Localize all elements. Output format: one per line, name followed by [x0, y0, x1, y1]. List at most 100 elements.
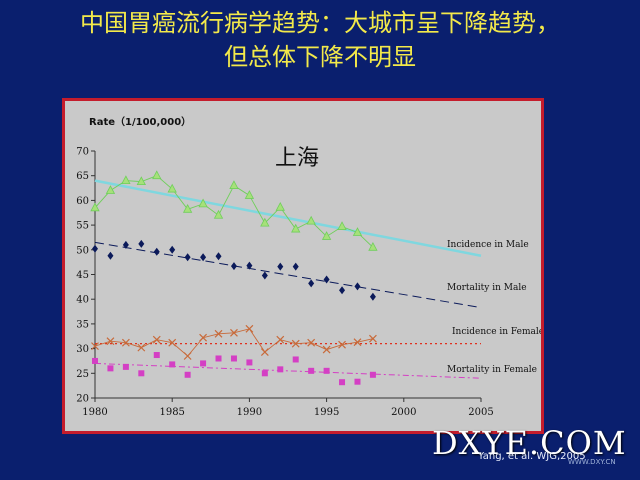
- mortality-in-female-point: [92, 357, 98, 364]
- mortality-in-male-point: [246, 261, 253, 270]
- mortality-in-male-point: [184, 253, 191, 262]
- y-tick-label: 40: [76, 295, 89, 306]
- mortality-in-female-point: [122, 363, 129, 370]
- mortality-in-female-point: [261, 370, 268, 377]
- y-axis-label: Rate（1/100,000）: [89, 115, 191, 128]
- incidence-in-female-point: [152, 335, 161, 344]
- y-tick-label: 60: [76, 196, 89, 207]
- incidence-in-female-point: [168, 338, 177, 347]
- mortality-in-female-point: [200, 360, 207, 367]
- mortality-in-female-point: [107, 365, 114, 372]
- mortality-in-male-point: [169, 245, 176, 254]
- incidence-in-female-point: [106, 337, 115, 346]
- mortality-in-male-point: [153, 247, 160, 256]
- y-tick-label: 50: [76, 245, 89, 256]
- incidence-in-female-legend-label: Incidence in Female: [452, 327, 541, 337]
- mortality-in-female-point: [323, 367, 330, 374]
- mortality-in-female-point: [369, 371, 376, 378]
- mortality-in-female-point: [246, 359, 253, 366]
- mortality-in-female-point: [215, 355, 222, 362]
- incidence-in-male-point: [368, 241, 378, 251]
- incidence-in-female-point: [338, 340, 346, 349]
- slide-title-line1: 中国胃癌流行病学趋势：大城市呈下降趋势，: [80, 9, 560, 37]
- incidence-in-male-point: [182, 203, 193, 213]
- mortality-in-female-point: [184, 371, 191, 378]
- citation: Yang, et al. WJG,2005: [478, 451, 586, 462]
- x-tick-label: 2000: [391, 407, 416, 418]
- incidence-in-male-point: [352, 227, 363, 236]
- mortality-in-female-point: [138, 370, 145, 377]
- incidence-in-female-point: [307, 338, 316, 347]
- x-tick-label: 1995: [314, 407, 339, 418]
- incidence-in-male-point: [275, 201, 285, 211]
- incidence-in-male-point: [136, 176, 146, 186]
- incidence-in-male-legend-label: Incidence in Male: [447, 240, 529, 250]
- mortality-in-female-point: [292, 356, 299, 363]
- x-tick-label: 1980: [82, 407, 107, 418]
- incidence-in-male-point: [105, 185, 116, 194]
- incidence-in-female-point: [183, 352, 192, 360]
- incidence-in-female-point: [230, 328, 238, 337]
- mortality-in-male-point: [230, 262, 237, 271]
- mortality-in-male-point: [261, 271, 268, 280]
- watermark-url: WWW.DXY.CN: [568, 458, 616, 466]
- mortality-in-male-point: [369, 292, 376, 301]
- incidence-in-male-point: [306, 215, 316, 225]
- x-tick-label: 1990: [237, 407, 262, 418]
- x-tick-label: 2005: [468, 407, 493, 418]
- mortality-in-male-legend-label: Mortality in Male: [447, 283, 527, 293]
- incidence-in-female-point: [137, 343, 146, 352]
- mortality-in-male-point: [138, 239, 145, 248]
- incidence-in-female-point: [214, 329, 223, 338]
- mortality-in-female-point: [308, 367, 315, 374]
- watermark-text: DXYE.COM: [432, 424, 627, 462]
- incidence-in-male-point: [167, 183, 177, 193]
- y-tick-label: 25: [76, 369, 89, 380]
- incidence-in-male-point: [337, 221, 347, 230]
- incidence-in-male-point: [321, 231, 332, 240]
- mortality-in-male-point: [200, 253, 207, 262]
- mortality-in-female-point: [277, 366, 284, 373]
- incidence-in-male-point: [198, 198, 208, 208]
- incidence-in-male-point: [90, 202, 100, 212]
- mortality-in-female-point: [354, 378, 361, 385]
- y-tick-label: 70: [76, 147, 89, 158]
- y-tick-label: 55: [76, 221, 89, 232]
- incidence-in-male-point: [291, 223, 301, 233]
- mortality-in-female-point: [230, 355, 237, 362]
- incidence-in-female-point: [276, 335, 285, 344]
- incidence-in-female-point: [260, 348, 269, 356]
- mortality-in-female-trend-line: [94, 362, 482, 379]
- mortality-in-female-point: [169, 361, 176, 368]
- incidence-in-male-point: [229, 180, 239, 189]
- incidence-in-female-point: [199, 333, 208, 342]
- mortality-in-male-point: [215, 252, 222, 261]
- y-tick-label: 35: [76, 319, 89, 330]
- incidence-in-male-point: [121, 175, 131, 185]
- incidence-in-female-point: [291, 339, 300, 348]
- incidence-in-female-point: [121, 338, 130, 347]
- incidence-in-female-point: [245, 324, 254, 333]
- chart-svg: 20 25 30 35 40 45 50 55 60 65 70 1980 1985 1990 1995 20…: [76, 115, 541, 418]
- y-tick-label: 20: [76, 394, 89, 405]
- mortality-in-female-point: [153, 352, 160, 359]
- incidence-in-female-point: [353, 338, 362, 347]
- incidence-in-female-point: [368, 334, 377, 343]
- mortality-in-male-point: [323, 275, 330, 284]
- mortality-in-male-trend-line: [94, 241, 482, 309]
- y-tick-label: 30: [76, 344, 89, 355]
- incidence-in-female-point: [322, 345, 331, 354]
- incidence-in-male-point: [152, 170, 162, 180]
- mortality-in-male-point: [122, 240, 129, 249]
- y-tick-label: 65: [76, 171, 89, 182]
- chart-panel: 20 25 30 35 40 45 50 55 60 65 70 1980 1985 1990 1995 20…: [62, 98, 544, 434]
- mortality-in-male-point: [354, 282, 361, 291]
- mortality-in-male-point: [92, 244, 98, 253]
- mortality-in-male-point: [292, 262, 299, 271]
- chart-title: 上海: [275, 146, 319, 171]
- mortality-in-male-point: [277, 262, 284, 271]
- incidence-in-male-point: [213, 209, 224, 219]
- mortality-in-male-point: [308, 279, 315, 288]
- mortality-in-female-legend-label: Mortality in Female: [447, 365, 537, 375]
- mortality-in-male-point: [339, 286, 346, 295]
